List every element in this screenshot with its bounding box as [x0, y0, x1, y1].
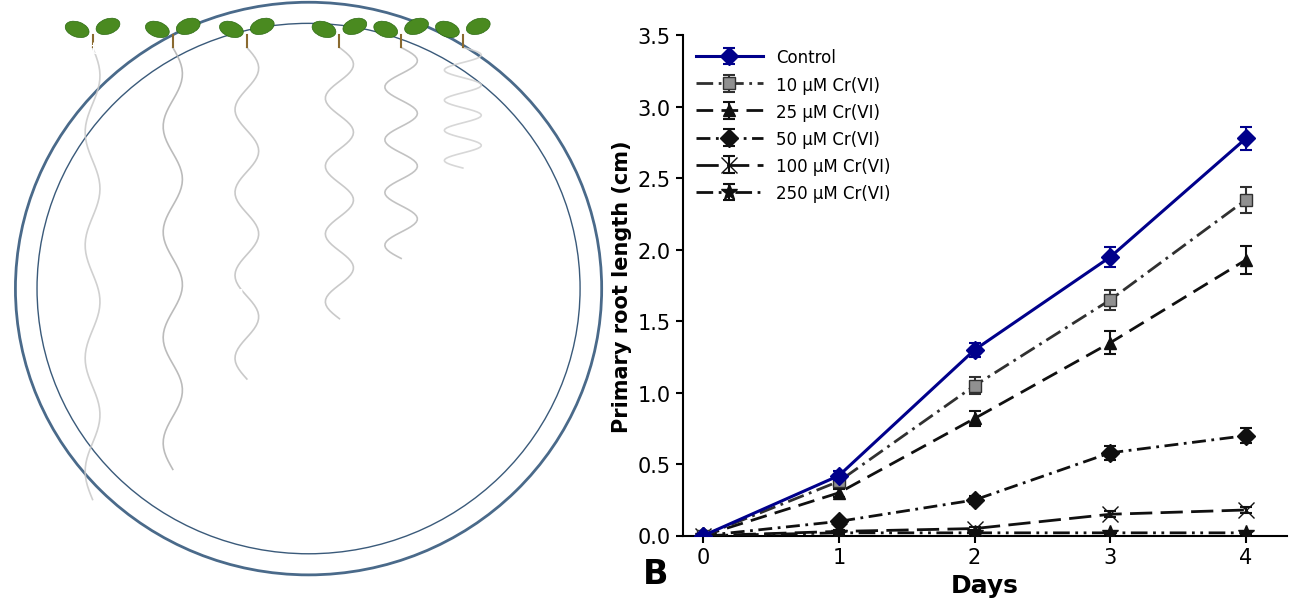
Text: B: B — [643, 557, 668, 590]
Ellipse shape — [342, 19, 366, 36]
Text: 50 μM: 50 μM — [283, 337, 331, 352]
Ellipse shape — [251, 19, 274, 36]
Text: 250 μM: 250 μM — [420, 433, 476, 448]
Ellipse shape — [404, 19, 428, 36]
Ellipse shape — [466, 19, 489, 36]
Legend: Control, 10 μM Cr(VI), 25 μM Cr(VI), 50 μM Cr(VI), 100 μM Cr(VI), 250 μM Cr(VI): Control, 10 μM Cr(VI), 25 μM Cr(VI), 50 … — [690, 45, 895, 208]
Y-axis label: Primary root length (cm): Primary root length (cm) — [611, 140, 632, 432]
X-axis label: Days: Days — [950, 573, 1018, 597]
Ellipse shape — [96, 19, 119, 36]
Text: A: A — [25, 551, 51, 584]
Text: 100 μM: 100 μM — [352, 397, 408, 412]
Ellipse shape — [219, 22, 243, 39]
Text: Control: Control — [62, 42, 117, 57]
Text: 25 μM: 25 μM — [197, 289, 244, 304]
Ellipse shape — [146, 22, 169, 39]
Ellipse shape — [374, 22, 398, 39]
Ellipse shape — [66, 22, 89, 39]
Ellipse shape — [436, 22, 459, 39]
Ellipse shape — [312, 22, 336, 39]
Ellipse shape — [176, 19, 199, 36]
Text: 10 μM: 10 μM — [73, 518, 121, 533]
